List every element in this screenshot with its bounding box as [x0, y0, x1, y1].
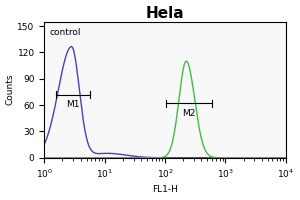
Y-axis label: Counts: Counts [6, 74, 15, 105]
Text: M2: M2 [182, 109, 196, 118]
X-axis label: FL1-H: FL1-H [152, 185, 178, 194]
Text: control: control [49, 28, 81, 37]
Text: M1: M1 [66, 100, 80, 109]
Title: Hela: Hela [146, 6, 184, 21]
